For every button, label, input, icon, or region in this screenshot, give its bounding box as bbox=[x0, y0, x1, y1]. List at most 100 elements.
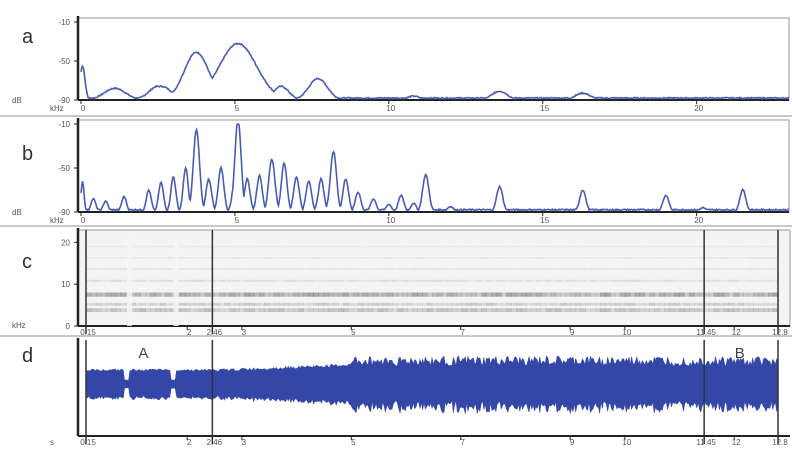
x-tick-label: 5 bbox=[235, 216, 240, 225]
spectrogram-band bbox=[733, 308, 739, 312]
spectrogram-band bbox=[570, 292, 576, 297]
spectrogram-band bbox=[377, 308, 384, 312]
spectrogram-band bbox=[698, 257, 705, 259]
spectrogram-band bbox=[461, 268, 468, 270]
spectrogram-band bbox=[664, 308, 670, 312]
spectrogram-band bbox=[120, 268, 127, 270]
spectrogram-band bbox=[234, 279, 240, 282]
spectrogram-band bbox=[115, 268, 122, 270]
spectrogram-band bbox=[224, 308, 230, 312]
spectrogram-band bbox=[105, 308, 112, 312]
spectrogram-band bbox=[328, 268, 334, 270]
spectrogram-band bbox=[743, 245, 749, 248]
spectrogram-band bbox=[605, 292, 611, 297]
spectrogram-band bbox=[130, 279, 136, 282]
spectrogram-band bbox=[392, 292, 398, 297]
spectrogram-band bbox=[254, 268, 260, 270]
spectrogram-band bbox=[387, 292, 393, 297]
spectrogram-band bbox=[343, 268, 349, 270]
spectrogram-band bbox=[669, 302, 675, 306]
spectrogram-band bbox=[120, 292, 127, 297]
spectrogram-band bbox=[590, 308, 596, 312]
spectrogram-band bbox=[313, 268, 319, 270]
spectrogram-band bbox=[600, 308, 606, 312]
spectrogram-band bbox=[179, 257, 186, 259]
spectrogram-band bbox=[105, 257, 112, 259]
spectrogram-band bbox=[333, 257, 339, 259]
spectrogram-band bbox=[110, 292, 117, 297]
spectrogram-band bbox=[446, 279, 453, 282]
spectrogram-band bbox=[703, 257, 710, 259]
spectrogram-band bbox=[689, 257, 695, 259]
spectrogram-band bbox=[570, 279, 576, 282]
spectrogram-band bbox=[234, 308, 240, 312]
spectrogram-band bbox=[90, 292, 97, 297]
x-unit-label: kHz bbox=[50, 216, 64, 225]
spectrogram-band bbox=[743, 257, 749, 259]
spectrogram-band bbox=[476, 268, 482, 270]
spectrogram-band bbox=[407, 279, 413, 282]
spectrogram-band bbox=[506, 257, 512, 259]
x-tick-label: 7 bbox=[460, 328, 465, 337]
x-unit-label: kHz bbox=[12, 321, 26, 330]
spectrogram-band bbox=[773, 279, 779, 282]
spectrogram-band bbox=[693, 268, 700, 270]
spectrogram-band bbox=[432, 302, 438, 306]
spectrogram-band bbox=[328, 245, 334, 248]
x-tick-label: 15 bbox=[540, 216, 549, 225]
spectrogram-band bbox=[357, 257, 364, 259]
spectrogram-band bbox=[224, 292, 230, 297]
spectrogram-band bbox=[758, 279, 764, 282]
panel-letter-c: c bbox=[22, 251, 32, 273]
spectrogram-band bbox=[397, 268, 403, 270]
spectrogram-band bbox=[234, 245, 240, 248]
spectrogram-band bbox=[575, 245, 581, 248]
spectrogram-band bbox=[644, 268, 650, 270]
spectrogram-band bbox=[614, 257, 621, 259]
spectrogram-band bbox=[718, 292, 725, 297]
spectrogram-band bbox=[723, 308, 730, 312]
spectrogram-band bbox=[293, 292, 300, 297]
spectrogram-band bbox=[619, 257, 626, 259]
spectrogram-band bbox=[432, 292, 438, 297]
spectrogram-band bbox=[318, 308, 324, 312]
spectrogram-band bbox=[224, 257, 230, 259]
spectrogram-band bbox=[165, 257, 171, 259]
spectrogram-band bbox=[540, 302, 547, 306]
spectrogram-band bbox=[466, 257, 473, 259]
spectrogram-band bbox=[585, 292, 591, 297]
x-tick-label: 10 bbox=[386, 216, 395, 225]
spectrogram-band bbox=[684, 292, 690, 297]
spectrogram-band bbox=[698, 308, 705, 312]
spectrogram-band bbox=[585, 268, 591, 270]
spectrogram-band bbox=[595, 257, 601, 259]
spectrogram-band bbox=[402, 308, 408, 312]
spectrogram-band bbox=[402, 257, 408, 259]
spectrogram-band bbox=[669, 245, 675, 248]
spectrogram-band bbox=[422, 308, 428, 312]
spectrogram-band bbox=[649, 268, 655, 270]
spectrogram-band bbox=[382, 268, 389, 270]
spectrogram-band bbox=[446, 308, 453, 312]
spectrogram-band bbox=[565, 302, 571, 306]
spectrogram-band bbox=[575, 302, 581, 306]
spectrogram-band bbox=[486, 302, 492, 306]
spectrogram-band bbox=[600, 302, 606, 306]
spectrogram-band bbox=[565, 279, 571, 282]
spectrogram-band bbox=[100, 308, 107, 312]
spectrogram-band bbox=[436, 257, 443, 259]
spectrogram-band bbox=[377, 245, 384, 248]
spectrogram-band bbox=[560, 292, 566, 297]
spectrogram-band bbox=[392, 279, 398, 282]
spectrogram-band bbox=[530, 308, 537, 312]
spectrogram-band bbox=[214, 302, 220, 306]
spectrogram-band bbox=[347, 279, 354, 282]
spectrogram-band bbox=[609, 308, 616, 312]
spectrogram-band bbox=[352, 302, 359, 306]
spectrogram-band bbox=[773, 308, 779, 312]
spectrogram-band bbox=[214, 308, 220, 312]
spectrogram-band bbox=[367, 257, 374, 259]
spectrogram-band bbox=[367, 308, 374, 312]
x-tick-label: 9 bbox=[570, 328, 575, 337]
spectrogram-band bbox=[100, 302, 107, 306]
